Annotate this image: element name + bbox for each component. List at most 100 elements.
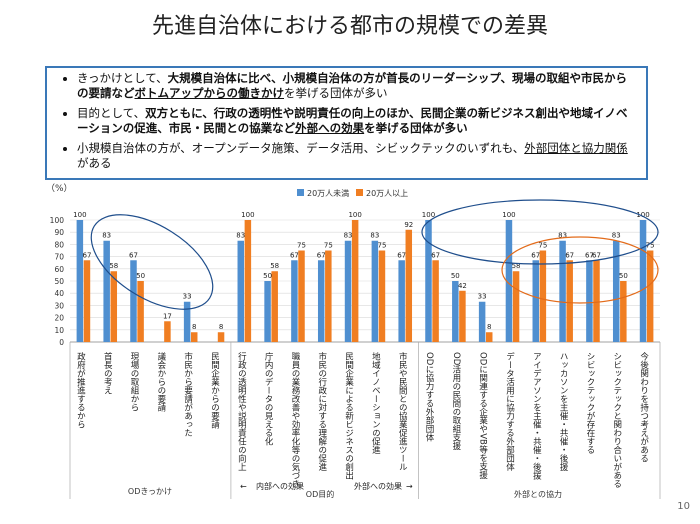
group-label-external: 外部への効果 [354,481,402,491]
data-label: 100 [348,211,361,219]
x-tick-label: アイデアソンを主催・共催・後援 [531,352,541,480]
bar-small [76,220,84,342]
bar-small [425,220,432,342]
data-label: 83 [102,232,111,240]
x-tick-label: 議会からの要請 [156,351,166,412]
x-tick-label: 職員の業務改善や効率化等の気づき [290,352,300,488]
summary-item: きっかけとして、大規模自治体に比べ、小規模自治体の方が首長のリーダーシップ、現場… [77,71,638,100]
bar-small [398,260,405,342]
data-label: 75 [646,242,655,250]
summary-text: を挙げる団体が多い [284,85,388,100]
data-label: 8 [192,323,196,331]
data-label: 58 [270,262,279,270]
bar-large [378,250,386,342]
bar-small [183,301,191,342]
x-tick-label: 現場の取組から [129,352,139,412]
summary-item: 目的として、双方ともに、行政の透明性や説明責任の向上のほか、民間企業の新ビジネス… [77,106,638,135]
data-label: 75 [297,242,306,250]
x-tick-label: 政府が推進するから [75,351,85,428]
x-tick-label: 市民の行政に対する理解の促進 [317,351,327,472]
data-label: 83 [612,232,621,240]
group-label-cooperation: 外部との協力 [514,489,562,499]
summary-text: ボトムアップからの働きかけ [134,85,285,100]
bar-large [432,260,439,342]
bar-large [646,250,654,342]
bar-large [164,321,171,342]
arrow-right-icon: → [406,482,413,491]
highlight-ellipse-blue [421,199,659,265]
bar-large [405,229,413,342]
data-label: 67 [565,251,574,259]
x-tick-label: ハッカソンを主催・共催・後援 [558,352,568,472]
bar-large [459,290,466,342]
y-tick-label: 70 [54,253,64,262]
bar-small [344,240,352,342]
group-label-internal: 内部への効果 [256,481,304,491]
data-label: 67 [397,251,406,259]
data-label: 67 [531,251,540,259]
data-label: 50 [451,272,460,280]
data-label: 50 [619,272,628,280]
y-tick-label: 40 [54,289,64,298]
x-tick-label: 地域イノベーションの促進 [370,351,380,455]
data-label: 75 [538,242,547,250]
bar-small [586,260,593,342]
x-axis-labels: 政府が推進するから 首長の考え 現場の取組から 議会からの要請 市民から要請があった 民間… [75,351,648,488]
x-tick-label: シビックテックが存在する [585,352,595,454]
summary-text: 外部への効果 [295,120,365,135]
data-label: 83 [344,232,353,240]
data-label: 8 [487,323,491,331]
data-label: 75 [324,242,333,250]
bar-small [639,220,647,342]
bar-small [452,281,459,342]
highlight-ellipse-blue [90,214,214,310]
legend-swatch-large [356,189,363,196]
highlight-ellipses [90,199,659,310]
group-label-trigger: ODきっかけ [128,487,172,496]
bar-large [325,250,332,342]
data-label: 8 [219,323,223,331]
y-axis: 0 10 20 30 40 50 60 70 80 90 100 [50,216,65,347]
bar-large [539,250,547,342]
bars [76,220,654,342]
y-tick-label: 20 [54,314,64,323]
data-label: 83 [236,232,245,240]
y-tick-label: 0 [59,338,64,347]
bar-small [559,240,566,342]
x-tick-label: 市民や民間との協業促進ツール [397,351,407,471]
x-tick-label: ODに協力する外部団体 [424,352,434,443]
bar-large [190,332,198,342]
summary-list: きっかけとして、大規模自治体に比べ、小規模自治体の方が首長のリーダーシップ、現場… [63,71,638,170]
x-tick-label: OD活用の民間の取組支援 [451,352,461,451]
data-label: 67 [129,251,138,259]
y-tick-label: 10 [54,326,64,335]
x-tick-label: データ活用に協力する外部団体 [505,351,515,472]
bar-small [371,240,379,342]
bar-small [317,260,325,342]
bar-small [103,240,110,342]
x-tick-label: 民間企業からの要請 [210,352,220,429]
bar-large [110,271,118,342]
x-tick-label: 市民から要請があった [183,351,193,437]
data-label: 58 [109,262,118,270]
data-label: 67 [592,251,601,259]
bar-large [351,220,359,342]
x-tick-label: 民間企業による新ビジネスの創出 [344,352,354,480]
summary-text: を挙げる団体が多い [364,120,468,135]
y-tick-label: 100 [50,216,65,225]
data-label: 67 [290,251,299,259]
summary-text: 双方ともに、行政の透明性や説明責任の向上のほか、民間企業の新ビジネス創出や地域イ… [77,106,628,135]
x-tick-label: ODに関連する企業やVB等を支援 [478,352,488,480]
bar-small [612,240,620,342]
bar-small [532,260,540,342]
data-label: 67 [585,251,594,259]
bar-large [298,250,305,342]
summary-box: きっかけとして、大規模自治体に比べ、小規模自治体の方が首長のリーダーシップ、現場… [45,66,648,180]
data-label: 100 [502,211,515,219]
legend-label-large: 20万人以上 [366,189,408,198]
y-tick-label: 90 [54,228,64,237]
summary-text: きっかけとして、 [77,71,168,85]
bar-large [137,281,144,342]
x-tick-label: 首長の考え [102,351,112,394]
